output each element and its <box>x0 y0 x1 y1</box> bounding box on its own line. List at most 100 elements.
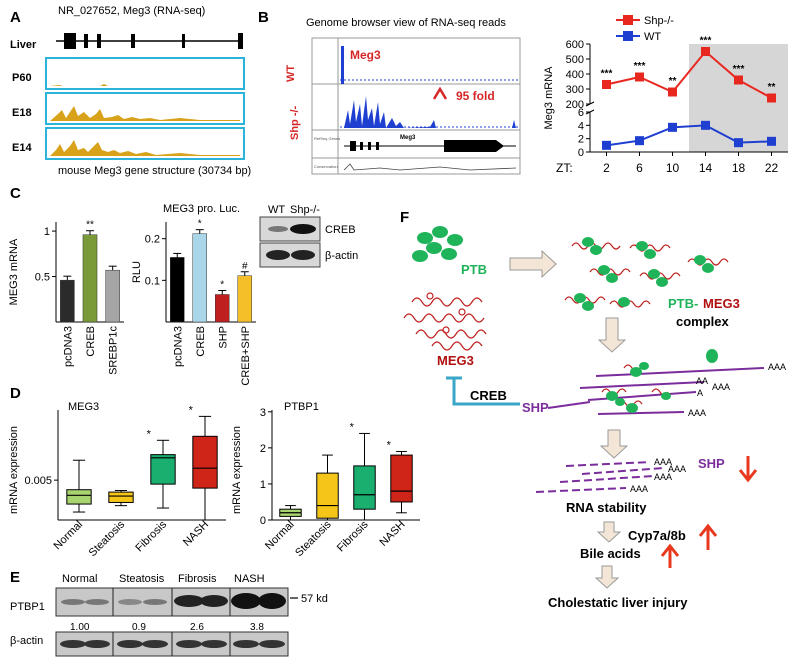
box <box>150 454 176 485</box>
blot-lane-shp: Shp-/- <box>290 204 320 216</box>
gene-structure <box>56 33 243 49</box>
data-point <box>767 93 776 103</box>
panel-d: D <box>10 385 21 402</box>
significance-mark: * <box>147 428 152 440</box>
significance-mark: *** <box>601 69 613 80</box>
panel-f: F PTB MEG3 <box>400 209 786 610</box>
track-e18 <box>45 92 245 125</box>
series-line-1 <box>606 124 772 147</box>
bile-acids-label: Bile acids <box>580 546 641 561</box>
panel-c-letter: C <box>10 185 21 202</box>
polya-tail-aa: AA <box>696 376 708 386</box>
y-tick-label: 3 <box>260 407 266 419</box>
cholestatic-label: Cholestatic liver injury <box>548 595 688 610</box>
blot-lane-wt: WT <box>268 204 285 216</box>
ptb-meg3-complexes <box>564 237 729 311</box>
panel-f-letter: F <box>400 209 409 226</box>
data-point <box>701 120 710 130</box>
chart-meg3-mrna: 0.5 1 MEG3 mRNA pcDNA3 ** CREB SREBP1c <box>8 220 124 375</box>
arrow-down-icon-3 <box>596 521 622 543</box>
panel-e: E Normal Steatosis Fibrosis NASH PTBP1 β… <box>10 569 328 657</box>
quant-nash: 3.8 <box>250 622 264 633</box>
legend-marker <box>623 31 633 41</box>
track-p60 <box>45 57 245 90</box>
browser-wt-label: WT <box>285 65 297 82</box>
y-axis-label: mRNA expression <box>8 426 20 514</box>
track-signal-e14 <box>50 140 240 156</box>
browser-gene-model <box>344 140 516 152</box>
blot-group-nash: NASH <box>234 573 265 585</box>
box <box>390 454 413 503</box>
y-tick-label: 4 <box>578 120 584 132</box>
arrow-down-icon-2 <box>599 429 629 459</box>
y-axis-label: mRNA expression <box>231 426 243 514</box>
track-label-p60: P60 <box>12 72 32 84</box>
x-tick-label: CREB <box>195 326 207 357</box>
x-tick-label: CREB+SHP <box>240 326 252 386</box>
y-tick-label: 0.5 <box>35 272 50 284</box>
inhibition-arrow <box>452 378 520 406</box>
panel-a-letter: A <box>10 9 21 26</box>
fold-change-label: 95 fold <box>456 89 495 103</box>
significance-mark: * <box>198 219 202 230</box>
conservation-label: Conservation <box>314 164 338 169</box>
bar <box>170 257 185 323</box>
cyp-label: Cyp7a/8b <box>628 528 686 543</box>
ptbp1-blot <box>55 587 289 617</box>
chart-meg3-boxplot: 0.005 MEG3 mRNA expression Normal Steatosis *… <box>8 401 226 559</box>
blot-row-actin: β-actin <box>325 250 358 262</box>
arrow-down-icon-1 <box>597 317 627 353</box>
y-tick-label: 1 <box>44 226 50 238</box>
box-chart-title: PTBP1 <box>284 401 319 413</box>
track-signal-p60 <box>50 84 240 86</box>
track-e14 <box>45 127 245 160</box>
arrow-right-icon <box>509 249 557 279</box>
data-point <box>767 136 776 146</box>
significance-mark: * <box>387 439 392 451</box>
bar <box>192 233 207 323</box>
shp-down-label: SHP <box>698 456 725 471</box>
x-tick-label: pcDNA3 <box>172 326 184 367</box>
arrow-down-icon-4 <box>594 565 620 589</box>
data-point <box>668 87 677 97</box>
meg3-label: MEG3 <box>437 353 474 368</box>
y-tick-label: 0 <box>260 515 266 527</box>
significance-mark: * <box>220 280 224 291</box>
panel-e-letter: E <box>10 569 20 586</box>
y-tick-label: 0.005 <box>24 475 52 487</box>
bar <box>82 234 98 323</box>
significance-mark: *** <box>700 36 712 47</box>
y-tick-label: 0 <box>578 147 584 159</box>
x-tick-label: 2 <box>603 161 610 175</box>
polya-tail-6: AAA <box>654 472 672 482</box>
x-tick-label: Steatosis <box>87 518 128 559</box>
significance-mark: * <box>189 404 194 416</box>
data-point <box>668 122 677 132</box>
bar <box>237 275 252 323</box>
rna-stability-label: RNA stability <box>566 500 647 515</box>
polya-tail-5: AAA <box>668 464 686 474</box>
y-tick-label: 500 <box>566 54 584 66</box>
bar <box>60 279 75 323</box>
x-tick-label: Normal <box>52 519 86 553</box>
meg3-rna-cluster <box>403 292 487 351</box>
browser-title: Genome browser view of RNA-seq reads <box>306 17 506 29</box>
significance-mark: ** <box>86 220 94 231</box>
y-axis-label: RLU <box>131 261 143 283</box>
quant-normal: 1.00 <box>70 622 90 633</box>
box-chart-title: MEG3 <box>68 401 99 413</box>
chart-meg3-luciferase: 0.1 0.2 RLU pcDNA3 * CREB * SHP # CREB+SHP <box>131 219 256 386</box>
y-tick-label: 600 <box>566 39 584 51</box>
creb-label: CREB <box>470 388 507 403</box>
series-line-0 <box>606 50 772 99</box>
significance-mark: *** <box>634 61 646 72</box>
y-tick-label: 1 <box>260 479 266 491</box>
ptb-protein-cluster <box>412 226 463 262</box>
x-tick-label: 10 <box>666 161 680 175</box>
panel-a-tissue: Liver <box>10 39 37 51</box>
complex-ptb-label: PTB- <box>668 296 698 311</box>
browser-shp-reads <box>340 96 518 128</box>
browser-gene-label: Meg3 <box>350 48 381 62</box>
